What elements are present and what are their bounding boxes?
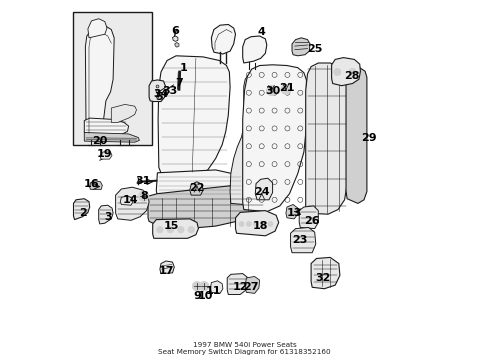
Circle shape	[260, 221, 265, 226]
Text: 21: 21	[279, 83, 294, 93]
Text: 31: 31	[135, 176, 150, 186]
Polygon shape	[211, 24, 235, 54]
Polygon shape	[235, 211, 278, 236]
Polygon shape	[89, 181, 102, 189]
Text: 3: 3	[103, 212, 111, 222]
Polygon shape	[310, 257, 339, 289]
Polygon shape	[160, 261, 174, 274]
Text: 32: 32	[315, 273, 330, 283]
Text: 9: 9	[193, 291, 201, 301]
Text: 15: 15	[164, 221, 179, 231]
Text: 24: 24	[253, 186, 269, 197]
Polygon shape	[156, 170, 244, 205]
Polygon shape	[158, 56, 230, 175]
Polygon shape	[152, 219, 198, 238]
Polygon shape	[255, 178, 272, 200]
Circle shape	[267, 221, 272, 226]
Polygon shape	[120, 196, 133, 205]
Polygon shape	[242, 36, 266, 63]
Circle shape	[156, 89, 162, 95]
Polygon shape	[189, 182, 203, 195]
Polygon shape	[291, 38, 309, 56]
Polygon shape	[172, 36, 178, 41]
Text: 16: 16	[83, 179, 99, 189]
Text: 17: 17	[158, 266, 173, 276]
Text: 33: 33	[162, 86, 177, 96]
Text: 28: 28	[344, 71, 359, 81]
Text: 20: 20	[92, 136, 107, 146]
Polygon shape	[346, 68, 366, 203]
Text: 8: 8	[140, 191, 148, 201]
Polygon shape	[99, 205, 113, 224]
Circle shape	[156, 226, 163, 233]
Circle shape	[167, 226, 173, 233]
Polygon shape	[299, 206, 318, 229]
Polygon shape	[227, 274, 248, 294]
Circle shape	[239, 221, 244, 226]
Text: 34: 34	[153, 89, 168, 99]
Polygon shape	[244, 276, 259, 293]
Circle shape	[266, 86, 276, 96]
Polygon shape	[111, 104, 136, 122]
Text: 25: 25	[306, 44, 322, 54]
Text: 4: 4	[257, 27, 265, 37]
Text: 13: 13	[286, 208, 301, 218]
Polygon shape	[149, 80, 165, 102]
FancyBboxPatch shape	[73, 12, 152, 145]
Text: 29: 29	[360, 132, 376, 143]
Polygon shape	[115, 187, 149, 220]
Polygon shape	[84, 132, 139, 142]
Polygon shape	[242, 65, 306, 212]
Text: 6: 6	[171, 26, 179, 36]
Circle shape	[333, 68, 340, 76]
Text: 11: 11	[206, 286, 221, 296]
Polygon shape	[88, 19, 107, 38]
Circle shape	[164, 86, 170, 92]
Circle shape	[280, 84, 290, 94]
Polygon shape	[210, 281, 223, 293]
Circle shape	[187, 226, 194, 233]
Polygon shape	[85, 25, 114, 138]
Text: 1997 BMW 540i Power Seats
Seat Memory Switch Diagram for 61318352160: 1997 BMW 540i Power Seats Seat Memory Sw…	[158, 342, 330, 355]
Polygon shape	[148, 184, 266, 229]
Circle shape	[177, 226, 183, 233]
Text: 18: 18	[252, 221, 268, 231]
Text: 14: 14	[122, 195, 138, 205]
Text: 22: 22	[189, 183, 204, 193]
Text: 27: 27	[243, 282, 258, 292]
Text: 19: 19	[96, 149, 112, 159]
Polygon shape	[305, 63, 346, 214]
Polygon shape	[285, 204, 297, 219]
Polygon shape	[84, 118, 128, 137]
Polygon shape	[230, 74, 260, 204]
Circle shape	[246, 221, 251, 226]
Text: 5: 5	[155, 92, 163, 102]
Text: 2: 2	[79, 208, 87, 218]
Polygon shape	[73, 199, 89, 220]
Text: 7: 7	[175, 78, 183, 88]
Text: 26: 26	[304, 216, 319, 226]
Circle shape	[348, 68, 355, 76]
Circle shape	[139, 191, 148, 201]
Polygon shape	[100, 152, 112, 159]
Circle shape	[253, 221, 258, 226]
Text: 10: 10	[197, 291, 212, 301]
Polygon shape	[331, 58, 360, 86]
Polygon shape	[174, 42, 179, 47]
Polygon shape	[290, 228, 315, 253]
Text: 12: 12	[232, 282, 247, 292]
Text: 1: 1	[179, 63, 187, 73]
Circle shape	[192, 282, 201, 291]
Text: 30: 30	[264, 86, 280, 96]
Text: 23: 23	[292, 235, 307, 246]
Circle shape	[199, 282, 208, 291]
